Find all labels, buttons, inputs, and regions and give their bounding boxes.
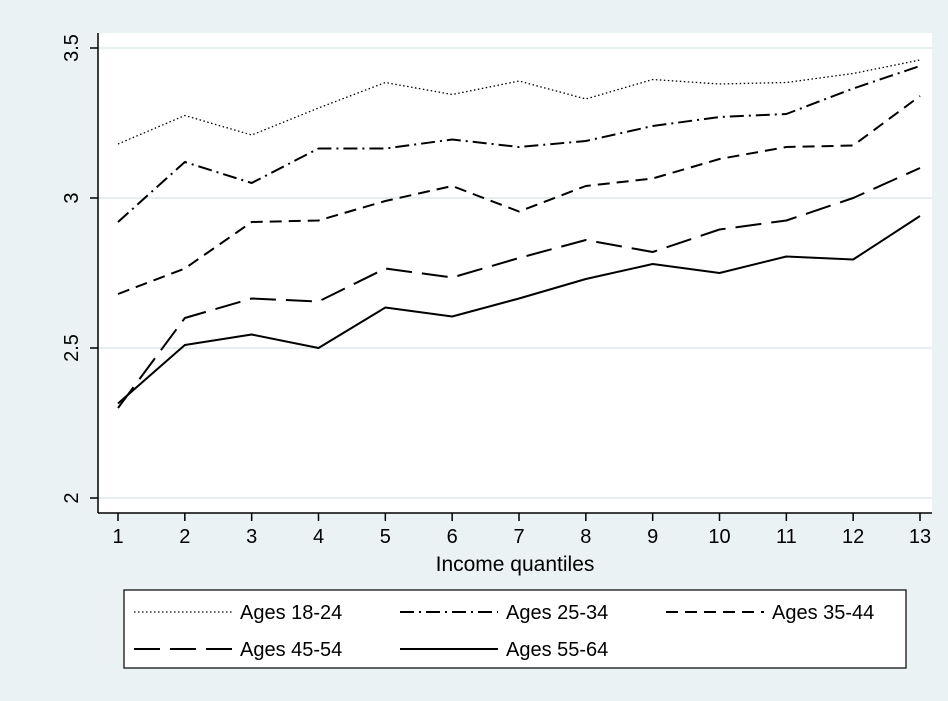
legend-box xyxy=(123,589,907,669)
series-lines xyxy=(117,59,921,409)
legend-label: Ages 45-54 xyxy=(240,639,342,661)
x-tick-label: 10 xyxy=(708,526,730,548)
series-line-3 xyxy=(117,95,921,295)
legend-label: Ages 18-24 xyxy=(240,602,342,624)
x-tick-label: 9 xyxy=(647,526,658,548)
series-line-5 xyxy=(117,215,921,405)
plot-area xyxy=(98,33,932,513)
x-tick-label: 7 xyxy=(513,526,524,548)
legend: Ages 18-24 Ages 25-34 Ages 35-44 Ages 45-54… xyxy=(123,589,907,669)
x-axis-label: Income quantiles xyxy=(436,553,595,576)
x-tick-label: 5 xyxy=(380,526,391,548)
series-line-2 xyxy=(117,65,921,223)
legend-label: Ages 35-44 xyxy=(772,602,874,624)
gridlines xyxy=(98,47,932,499)
y-tick-label: 2.5 xyxy=(61,334,83,362)
y-tick-label: 2 xyxy=(61,492,83,503)
y-tick-label: 3 xyxy=(61,192,83,203)
x-tick-label: 8 xyxy=(580,526,591,548)
axes: 22.533.51 2 3 4 5 6 7 8 9 10 11 12 13 xyxy=(61,33,932,548)
y-tick-label: 3.5 xyxy=(61,34,83,62)
x-tick-label: 2 xyxy=(179,526,190,548)
legend-label: Ages 25-34 xyxy=(506,602,608,624)
legend-label: Ages 55-64 xyxy=(506,639,608,661)
x-tick-label: 3 xyxy=(246,526,257,548)
x-tick-label: 6 xyxy=(447,526,458,548)
x-tick-label: 1 xyxy=(112,526,123,548)
x-tick-label: 11 xyxy=(776,526,797,548)
x-tick-label: 4 xyxy=(313,526,324,548)
series-line-4 xyxy=(117,167,921,409)
x-tick-label: 12 xyxy=(842,526,864,548)
x-tick-label: 13 xyxy=(909,526,931,548)
